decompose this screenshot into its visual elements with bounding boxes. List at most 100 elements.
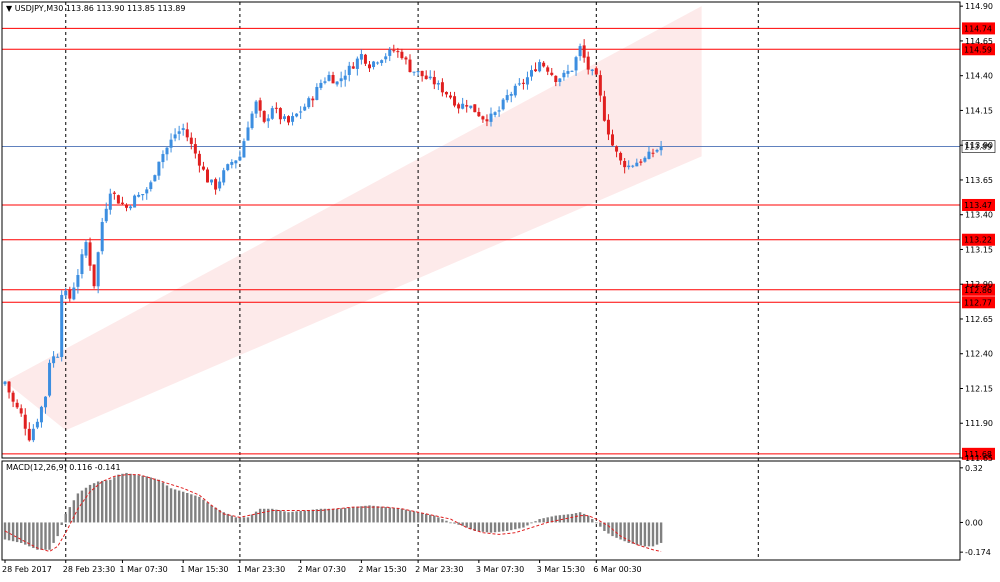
macd-histogram-bar [52, 522, 55, 543]
macd-histogram-bar [396, 508, 400, 523]
candle-body [602, 96, 606, 121]
candle-body [181, 128, 185, 130]
candle-body [173, 134, 177, 139]
x-tick-label: 2 Mar 07:30 [298, 565, 346, 574]
candle-body [246, 127, 250, 141]
macd-histogram-bar [506, 522, 509, 531]
candle-body [517, 83, 521, 85]
candle-body [513, 85, 517, 96]
macd-histogram-bar [28, 522, 31, 547]
x-tick-label: 28 Feb 2017 [2, 565, 52, 574]
x-tick-label: 28 Feb 23:30 [63, 565, 115, 574]
macd-histogram-bar [105, 480, 108, 523]
macd-histogram-bar [497, 522, 501, 532]
macd-histogram-bar [173, 489, 177, 523]
candle-body [489, 113, 493, 122]
candle-body [68, 289, 72, 299]
x-tick-label: 1 Mar 23:30 [237, 565, 285, 574]
candle-body [48, 362, 52, 396]
candle-body [295, 113, 299, 117]
macd-histogram-bar [348, 507, 351, 523]
candle-body [392, 50, 396, 52]
macd-histogram-bar [283, 511, 286, 523]
y-tick-label: 112.65 [965, 315, 993, 324]
candle-body [335, 81, 339, 85]
y-tick-label: 113.90 [965, 141, 993, 150]
macd-histogram-bar [441, 519, 444, 523]
candle-body [133, 195, 137, 208]
candle-body [538, 62, 542, 72]
candle-body [193, 144, 197, 154]
x-tick-label: 2 Mar 23:30 [415, 565, 463, 574]
candle-body [558, 78, 562, 83]
macd-histogram-bar [623, 522, 626, 542]
macd-histogram-bar [254, 511, 258, 523]
level-price-tag [962, 233, 995, 246]
candle-body [19, 408, 23, 414]
macd-histogram-bar [647, 522, 651, 547]
current-price-tag [961, 140, 996, 153]
macd-histogram-bar [526, 522, 529, 526]
candle-body [120, 202, 124, 204]
candle-body [477, 111, 481, 117]
candle-body [56, 356, 60, 358]
candle-body [92, 264, 96, 287]
candle-body [327, 74, 331, 81]
macd-histogram-bar [40, 522, 43, 550]
macd-histogram-bar [372, 505, 375, 523]
macd-histogram-bar [651, 522, 655, 547]
candle-body [530, 70, 533, 77]
dropdown-triangle-icon[interactable]: ▼ [6, 4, 13, 13]
y-tick-label: 113.40 [965, 211, 993, 220]
macd-histogram-bar [84, 487, 88, 523]
macd-histogram-bar [412, 511, 416, 523]
candle-body [189, 137, 193, 144]
macd-histogram-bar [627, 522, 630, 543]
macd-histogram-bar [315, 509, 319, 523]
macd-histogram-bar [7, 522, 11, 541]
chart-header: ▼ USDJPY,M30 113.86 113.90 113.85 113.89 [6, 4, 185, 13]
candle-body [15, 402, 19, 408]
candle-body [611, 134, 614, 146]
candle-body [542, 62, 546, 67]
macd-histogram-bar [246, 517, 250, 523]
candle-body [339, 78, 343, 82]
candle-body [606, 119, 610, 135]
level-price-tag [962, 283, 995, 296]
macd-histogram-bar [360, 506, 363, 523]
macd-histogram-bar [469, 522, 472, 530]
candle-body [428, 76, 432, 79]
macd-histogram-bar [279, 510, 282, 523]
candle-body [230, 162, 234, 165]
macd-histogram-bar [368, 505, 371, 523]
candle-body [197, 153, 201, 166]
candle-body [210, 179, 214, 183]
level-price-label: 114.74 [964, 24, 992, 33]
macd-histogram-bar [530, 522, 533, 524]
candle-body [274, 107, 278, 109]
candle-body [270, 108, 274, 119]
level-price-label: 114.59 [964, 45, 992, 54]
macd-histogram-bar [538, 519, 541, 523]
macd-histogram-bar [400, 508, 404, 523]
candle-body [250, 113, 254, 129]
candle-body [201, 166, 205, 170]
macd-histogram-bar [271, 508, 274, 523]
macd-histogram-bar [299, 510, 302, 523]
candle-body [3, 381, 7, 385]
candle-body [351, 66, 355, 69]
macd-histogram-bar [582, 513, 586, 523]
macd-histogram-bar [182, 491, 185, 523]
y-tick-label: 111.90 [965, 419, 993, 428]
candle-body [331, 74, 335, 84]
macd-histogram-bar [169, 488, 173, 523]
macd-histogram-bar [206, 502, 209, 523]
macd-y-tick-label: 0.32 [965, 464, 983, 473]
candle-body [31, 428, 35, 441]
candle-body [226, 164, 230, 171]
macd-histogram-bar [226, 513, 229, 523]
macd-histogram-bar [562, 514, 566, 523]
level-price-tag [962, 43, 995, 56]
